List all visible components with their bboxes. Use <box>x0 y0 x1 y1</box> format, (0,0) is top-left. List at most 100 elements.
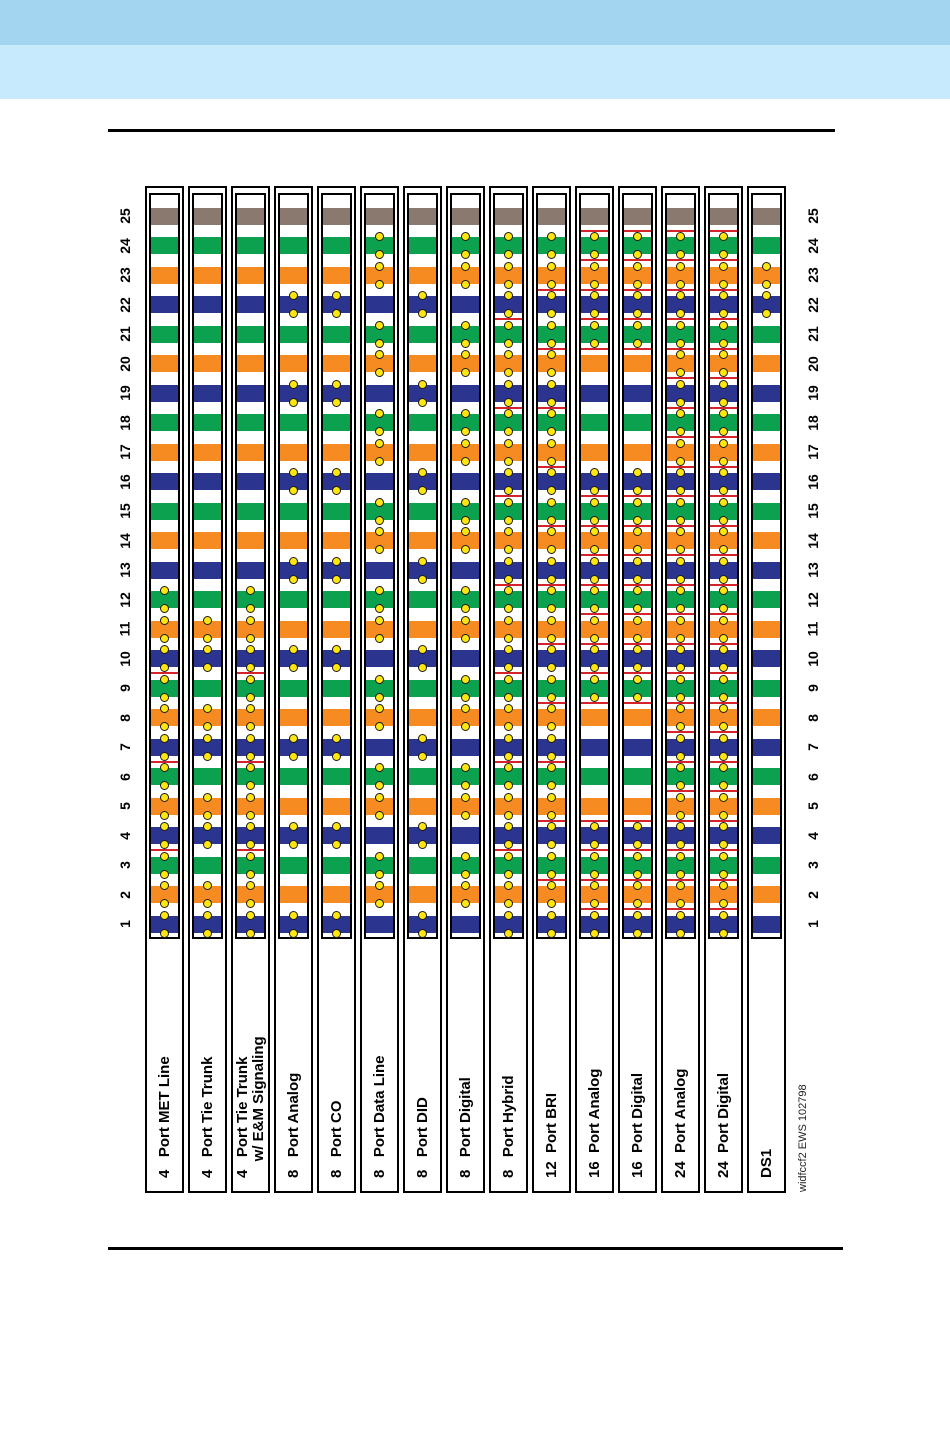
pin-dot <box>676 368 685 377</box>
pin-band <box>753 261 780 289</box>
connector-column-hybrid-8: 8 Port Hybrid <box>489 186 528 1193</box>
pin-dot <box>719 486 728 495</box>
pin-band <box>194 207 221 225</box>
pin-band <box>710 851 737 879</box>
pin-cell <box>280 874 307 903</box>
pin-band <box>538 497 565 525</box>
pin-number-text: 3 <box>116 861 133 869</box>
pin-band <box>366 674 393 702</box>
pin-band <box>237 325 264 343</box>
pin-cell <box>194 697 221 731</box>
pin-number: 17 <box>111 437 138 467</box>
pin-cell <box>753 697 780 726</box>
pin-band <box>753 797 780 815</box>
pin-dot <box>203 899 212 908</box>
pin-dot <box>246 663 255 672</box>
pin-number: 9 <box>111 673 138 703</box>
pin-dot <box>160 910 169 920</box>
pin-cell <box>753 461 780 490</box>
pin-band <box>452 738 479 756</box>
pin-dot <box>504 615 513 625</box>
pin-cell <box>624 490 651 525</box>
connector-column-tie-trunk-em: 4 Port Tie Trunk w/ E&M Signaling <box>231 186 270 1193</box>
pin-dot <box>547 350 556 359</box>
port-separator-line <box>667 259 694 261</box>
pin-band <box>237 443 264 461</box>
pin-cell <box>538 343 565 377</box>
pin-dot <box>676 910 685 920</box>
pin-cell <box>495 608 522 643</box>
pin-cell <box>495 313 522 348</box>
pin-cell <box>495 874 522 908</box>
pin-band <box>452 473 479 490</box>
pin-cell <box>710 874 737 908</box>
pin-band <box>237 822 264 849</box>
pin-band <box>194 502 221 520</box>
pin-dot <box>461 704 470 713</box>
port-separator-line <box>710 554 737 556</box>
pin-band <box>366 561 393 579</box>
pin-band <box>753 679 780 697</box>
pin-dot <box>547 338 556 348</box>
pin-band <box>280 291 307 318</box>
pin-dot <box>547 840 556 849</box>
pin-dot <box>547 751 556 761</box>
pin-number-text: 24 <box>116 237 133 254</box>
wiring-strip-analog-16 <box>579 193 610 939</box>
pin-dot <box>504 881 513 890</box>
pin-dot <box>504 574 513 584</box>
pin-dot <box>676 704 685 713</box>
pin-dot <box>504 427 513 436</box>
pin-dot <box>203 704 212 713</box>
pin-cell <box>280 490 307 520</box>
pin-number: 19 <box>799 378 826 408</box>
pin-dot <box>375 586 384 595</box>
pin-dot <box>504 822 513 831</box>
port-separator-line <box>710 908 737 910</box>
pin-band <box>366 738 393 756</box>
pin-cell <box>667 608 694 643</box>
pin-band <box>452 207 479 225</box>
pin-band <box>581 645 608 672</box>
pin-band <box>409 355 436 372</box>
pin-band <box>452 615 479 643</box>
pin-number-text: 12 <box>116 591 133 608</box>
pin-cell <box>667 431 694 466</box>
pin-band <box>151 822 178 849</box>
pin-cell <box>753 608 780 638</box>
pin-dot <box>633 586 642 595</box>
pin-number-text: 23 <box>116 267 133 283</box>
pin-band <box>581 355 608 372</box>
pin-band <box>710 207 737 225</box>
pin-cell <box>753 549 780 579</box>
pin-dot <box>375 674 384 684</box>
pin-dot <box>719 899 728 908</box>
pin-dot <box>547 674 556 684</box>
pin-cell <box>151 490 178 520</box>
pin-cell <box>151 313 178 343</box>
pin-number: 24 <box>111 231 138 261</box>
pin-dot <box>461 515 470 525</box>
wiring-strip-ds1 <box>751 193 782 939</box>
pin-dot <box>504 438 513 448</box>
pin-band <box>366 586 393 613</box>
pin-dot <box>375 881 384 890</box>
pin-band <box>323 620 350 638</box>
pin-dot <box>547 438 556 448</box>
pin-cell <box>280 549 307 584</box>
pin-cell <box>280 756 307 785</box>
pin-cell <box>151 195 178 225</box>
pin-cell <box>495 225 522 259</box>
pin-number: 14 <box>111 526 138 556</box>
pin-dot <box>719 792 728 802</box>
pin-number: 6 <box>799 762 826 792</box>
pin-cell <box>366 313 393 348</box>
pin-dot <box>719 633 728 643</box>
pin-dot <box>332 822 341 831</box>
pin-dot <box>719 674 728 684</box>
pin-number-text: 4 <box>804 831 821 840</box>
pin-cell <box>667 667 694 702</box>
pin-dot <box>547 232 556 241</box>
pin-dot <box>590 840 599 849</box>
pin-cell <box>151 815 178 849</box>
